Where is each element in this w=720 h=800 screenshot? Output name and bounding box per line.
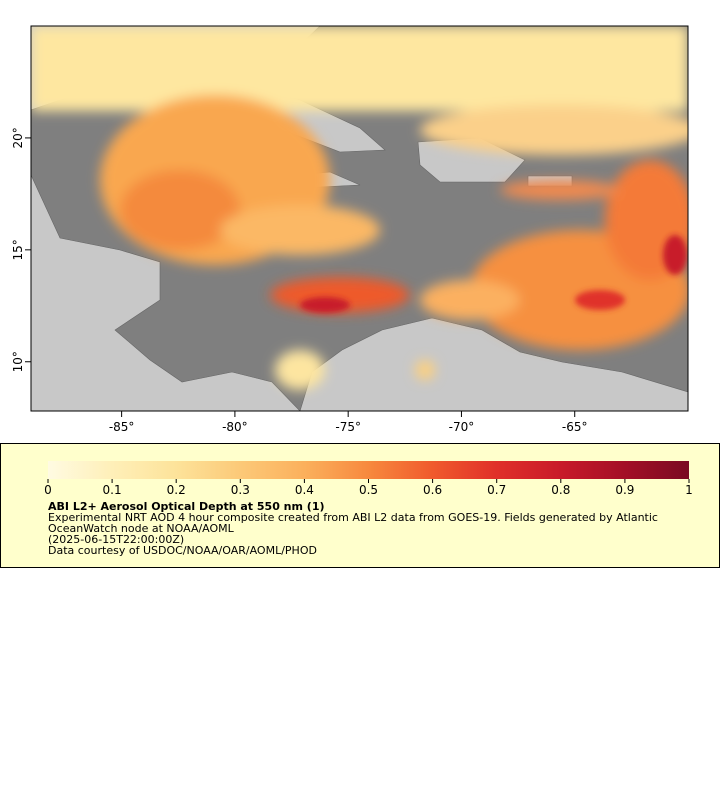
- map-image: [31, 26, 688, 411]
- colorbar-tick-label: 0.9: [615, 483, 634, 497]
- y-tick-label: 10°: [11, 351, 25, 372]
- aerosol-field: [31, 26, 688, 390]
- colorbar-tick-label: 0.1: [103, 483, 122, 497]
- y-tick-label: 20°: [11, 127, 25, 148]
- legend-panel: 0 0.1 0.2 0.3 0.4 0.5 0.6 0.7 0.8 0.9 1 ABI L2+ Ae…: [0, 443, 720, 568]
- x-tick-label: -80°: [222, 420, 248, 434]
- map: -85° -80° -75° -70° -65° 10° 15° 20°: [11, 25, 689, 434]
- colorbar-tick-label: 0.8: [551, 483, 570, 497]
- x-tick-label: -85°: [109, 420, 135, 434]
- colorbar-tick-label: 0.3: [231, 483, 250, 497]
- colorbar-tick-label: 0.2: [167, 483, 186, 497]
- legend-title: ABI L2+ Aerosol Optical Depth at 550 nm …: [48, 500, 325, 513]
- colorbar-tick-label: 0.7: [487, 483, 506, 497]
- colorbar-scale: [48, 461, 689, 479]
- colorbar-tick-label: 0.5: [359, 483, 378, 497]
- colorbar-tick-label: 1: [685, 483, 693, 497]
- description: Experimental NRT AOD 4 hour composite cr…: [48, 511, 658, 535]
- credit: Data courtesy of USDOC/NOAA/OAR/AOML/PHO…: [48, 544, 317, 557]
- legend-text: ABI L2+ Aerosol Optical Depth at 550 nm …: [48, 501, 688, 556]
- x-tick-label: -70°: [449, 420, 475, 434]
- y-tick-label: 15°: [11, 239, 25, 260]
- colorbar-tick-label: 0.4: [295, 483, 314, 497]
- colorbar-tick-label: 0.6: [423, 483, 442, 497]
- x-tick-label: -75°: [335, 420, 361, 434]
- timestamp: (2025-06-15T22:00:00Z): [48, 533, 185, 546]
- colorbar-tick-label: 0: [44, 483, 52, 497]
- x-tick-label: -65°: [562, 420, 588, 434]
- colorbar: 0 0.1 0.2 0.3 0.4 0.5 0.6 0.7 0.8 0.9 1: [44, 461, 693, 497]
